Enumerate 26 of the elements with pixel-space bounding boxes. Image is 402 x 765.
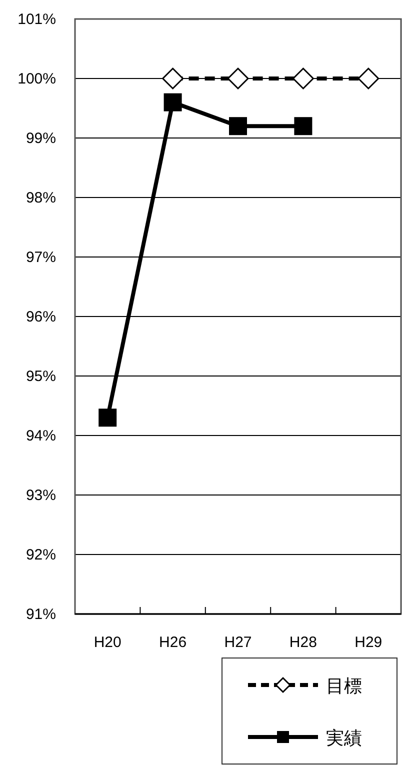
- point: [162, 68, 184, 90]
- y-tick-label: 92%: [26, 546, 56, 564]
- y-tick-label: 95%: [26, 368, 56, 385]
- y-tick-label: 94%: [26, 428, 56, 444]
- x-tick-label: H26: [159, 634, 187, 651]
- x-tick-label: H28: [289, 634, 317, 651]
- legend-label: 目標: [326, 676, 362, 696]
- legend-label: 実績: [326, 728, 362, 748]
- point: [164, 93, 182, 112]
- point: [358, 68, 380, 90]
- point: [229, 117, 247, 136]
- y-tick-label: 93%: [26, 487, 56, 504]
- x-tick-label: H20: [94, 634, 122, 651]
- point: [292, 68, 314, 90]
- x-tick-label: H27: [224, 634, 252, 651]
- y-tick-label: 96%: [26, 308, 56, 326]
- point: [227, 68, 249, 90]
- y-tick-label: 101%: [18, 11, 56, 28]
- point: [98, 408, 117, 427]
- point: [294, 117, 312, 136]
- x-tick-label: H29: [354, 634, 382, 651]
- y-tick-label: 100%: [18, 70, 56, 88]
- y-tick-label: 98%: [26, 190, 56, 206]
- y-tick-label: 99%: [26, 130, 56, 147]
- y-tick-label: 97%: [26, 249, 56, 266]
- y-tick-label: 91%: [26, 606, 56, 623]
